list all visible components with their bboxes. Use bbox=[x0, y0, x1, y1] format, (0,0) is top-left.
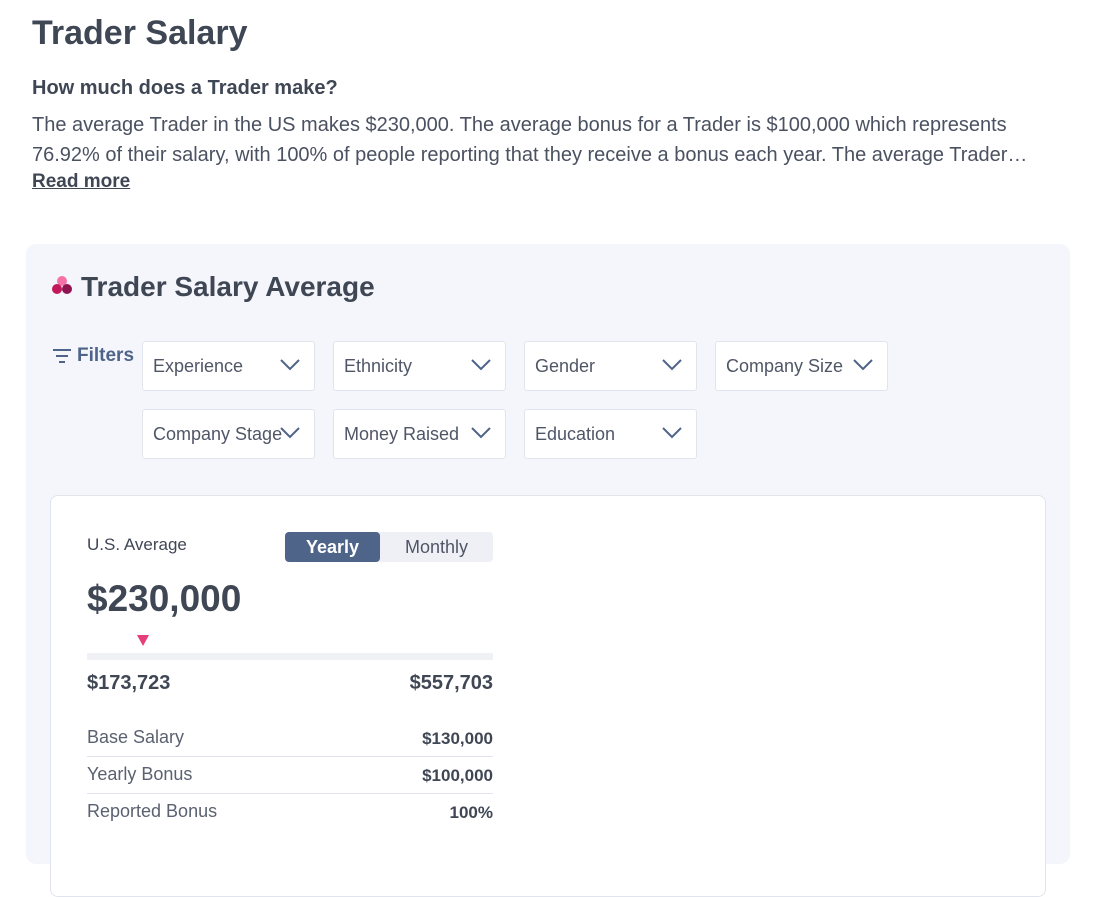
filter-dropdown[interactable]: Ethnicity bbox=[333, 341, 506, 391]
filter-dropdown[interactable]: Education bbox=[524, 409, 697, 459]
filters-label: Filters bbox=[77, 345, 135, 366]
dropdown-label: Education bbox=[535, 424, 616, 444]
chevron bbox=[853, 359, 873, 371]
dropdown-label: Ethnicity bbox=[344, 356, 413, 376]
chevron bbox=[662, 359, 682, 371]
filter-icon bbox=[53, 349, 71, 363]
chevron bbox=[280, 359, 300, 371]
dropdown-label: Company Stage bbox=[153, 424, 283, 444]
page-title: Trader Salary bbox=[32, 14, 248, 52]
filter-dropdown[interactable]: Gender bbox=[524, 341, 697, 391]
range-max: $557,703 bbox=[409, 672, 493, 694]
filter-dropdown[interactable]: Money Raised bbox=[333, 409, 506, 459]
range-min: $173,723 bbox=[87, 672, 171, 694]
range-bar bbox=[87, 653, 493, 660]
period-toggle: Yearly Monthly bbox=[285, 532, 493, 562]
average-label: U.S. Average bbox=[87, 535, 187, 554]
filter-dropdown[interactable]: Company Size bbox=[715, 341, 888, 391]
row-label: Reported Bonus bbox=[87, 801, 218, 821]
filter-dropdown[interactable]: Company Stage bbox=[142, 409, 315, 459]
row-separator bbox=[87, 793, 493, 794]
summary-panel bbox=[50, 495, 1046, 897]
read-more-link[interactable]: Read more bbox=[32, 171, 131, 192]
row-value: 100% bbox=[449, 803, 493, 822]
toggle-yearly[interactable]: Yearly bbox=[285, 532, 380, 562]
chevron bbox=[662, 427, 682, 439]
chevron bbox=[280, 427, 300, 439]
dropdown-label: Company Size bbox=[726, 356, 844, 376]
subtitle: How much does a Trader make? bbox=[32, 77, 338, 99]
row-label: Base Salary bbox=[87, 727, 185, 747]
chevron bbox=[471, 427, 491, 439]
range-marker bbox=[137, 635, 149, 646]
card-icon bbox=[52, 276, 72, 294]
row-label: Yearly Bonus bbox=[87, 764, 193, 784]
row-separator bbox=[87, 756, 493, 757]
filter-dropdown[interactable]: Experience bbox=[142, 341, 315, 391]
toggle-monthly[interactable]: Monthly bbox=[404, 537, 469, 557]
description: The average Trader in the US makes $230,… bbox=[32, 114, 1008, 166]
page: Trader Salary How much does a Trader mak… bbox=[32, 14, 1046, 897]
dropdown-label: Experience bbox=[153, 356, 244, 376]
chevron bbox=[471, 359, 491, 371]
row-value: $100,000 bbox=[422, 766, 493, 785]
average-amount: $230,000 bbox=[87, 578, 242, 619]
row-value: $130,000 bbox=[422, 729, 493, 748]
dropdown-label: Money Raised bbox=[344, 424, 460, 444]
dropdown-label: Gender bbox=[535, 356, 596, 376]
card-title: Trader Salary Average bbox=[81, 271, 375, 302]
